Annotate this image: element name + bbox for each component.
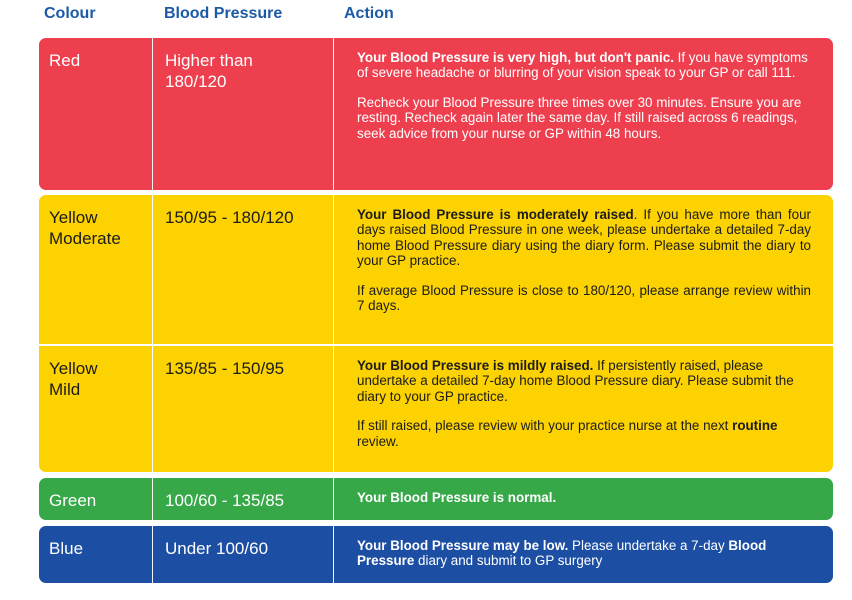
action-emphasis: Blood Pressure	[357, 538, 767, 569]
action-text: Please undertake a 7-day	[568, 538, 729, 553]
action-cell: Your Blood Pressure is mildly raised. If…	[334, 346, 833, 472]
action-headline: Your Blood Pressure is mildly raised.	[357, 358, 594, 373]
table-row-green: Green 100/60 - 135/85 Your Blood Pressur…	[39, 478, 833, 520]
range-cell: Under 100/60	[153, 526, 334, 583]
range-cell: 150/95 - 180/120	[153, 195, 334, 345]
colour-cell: Blue	[39, 526, 153, 583]
colour-text: Yellow Mild	[49, 359, 98, 399]
action-headline: Your Blood Pressure is very high, but do…	[357, 50, 674, 65]
action-emphasis: routine	[732, 418, 778, 434]
colour-cell: Green	[39, 478, 153, 520]
action-text: . If you have more than four days raised…	[357, 207, 811, 269]
colour-text: Yellow Moderate	[49, 208, 121, 248]
row-divider	[39, 344, 833, 346]
table-row-yellow-mild: Yellow Mild 135/85 - 150/95 Your Blood P…	[39, 346, 833, 472]
action-headline: Your Blood Pressure is normal.	[357, 490, 557, 505]
header-blood-pressure: Blood Pressure	[164, 5, 283, 22]
action-cell: Your Blood Pressure may be low. Please u…	[334, 526, 833, 583]
table-row-blue: Blue Under 100/60 Your Blood Pressure ma…	[39, 526, 833, 583]
action-text-tail: review.	[357, 433, 399, 449]
table-header: Colour Blood Pressure Action	[0, 0, 852, 36]
action-text: If persistently raised, please undertake…	[357, 358, 794, 404]
header-action: Action	[344, 5, 394, 22]
action-cell: Your Blood Pressure is very high, but do…	[334, 38, 833, 190]
action-text-2: If still raised, please review with your…	[357, 418, 733, 434]
action-headline: Your Blood Pressure is moderately raised	[357, 207, 634, 222]
colour-cell: Yellow Mild	[39, 346, 153, 472]
range-text: Higher than 180/120	[165, 51, 253, 91]
action-cell: Your Blood Pressure is moderately raised…	[334, 195, 833, 345]
action-text-tail: diary and submit to GP surgery	[414, 553, 603, 569]
action-headline: Your Blood Pressure may be low.	[357, 538, 569, 553]
range-cell: 100/60 - 135/85	[153, 478, 334, 520]
action-text: If you have symptoms of severe headache …	[357, 50, 808, 81]
range-cell: 135/85 - 150/95	[153, 346, 334, 472]
action-cell: Your Blood Pressure is normal.	[334, 478, 833, 520]
action-text-2: If average Blood Pressure is close to 18…	[357, 282, 811, 314]
range-cell: Higher than 180/120	[153, 38, 334, 190]
table-row-red: Red Higher than 180/120 Your Blood Press…	[39, 38, 833, 190]
table-row-yellow-moderate: Yellow Moderate 150/95 - 180/120 Your Bl…	[39, 195, 833, 345]
colour-cell: Red	[39, 38, 153, 190]
header-colour: Colour	[44, 5, 96, 22]
action-text-2: Recheck your Blood Pressure three times …	[357, 94, 802, 141]
colour-cell: Yellow Moderate	[39, 195, 153, 345]
